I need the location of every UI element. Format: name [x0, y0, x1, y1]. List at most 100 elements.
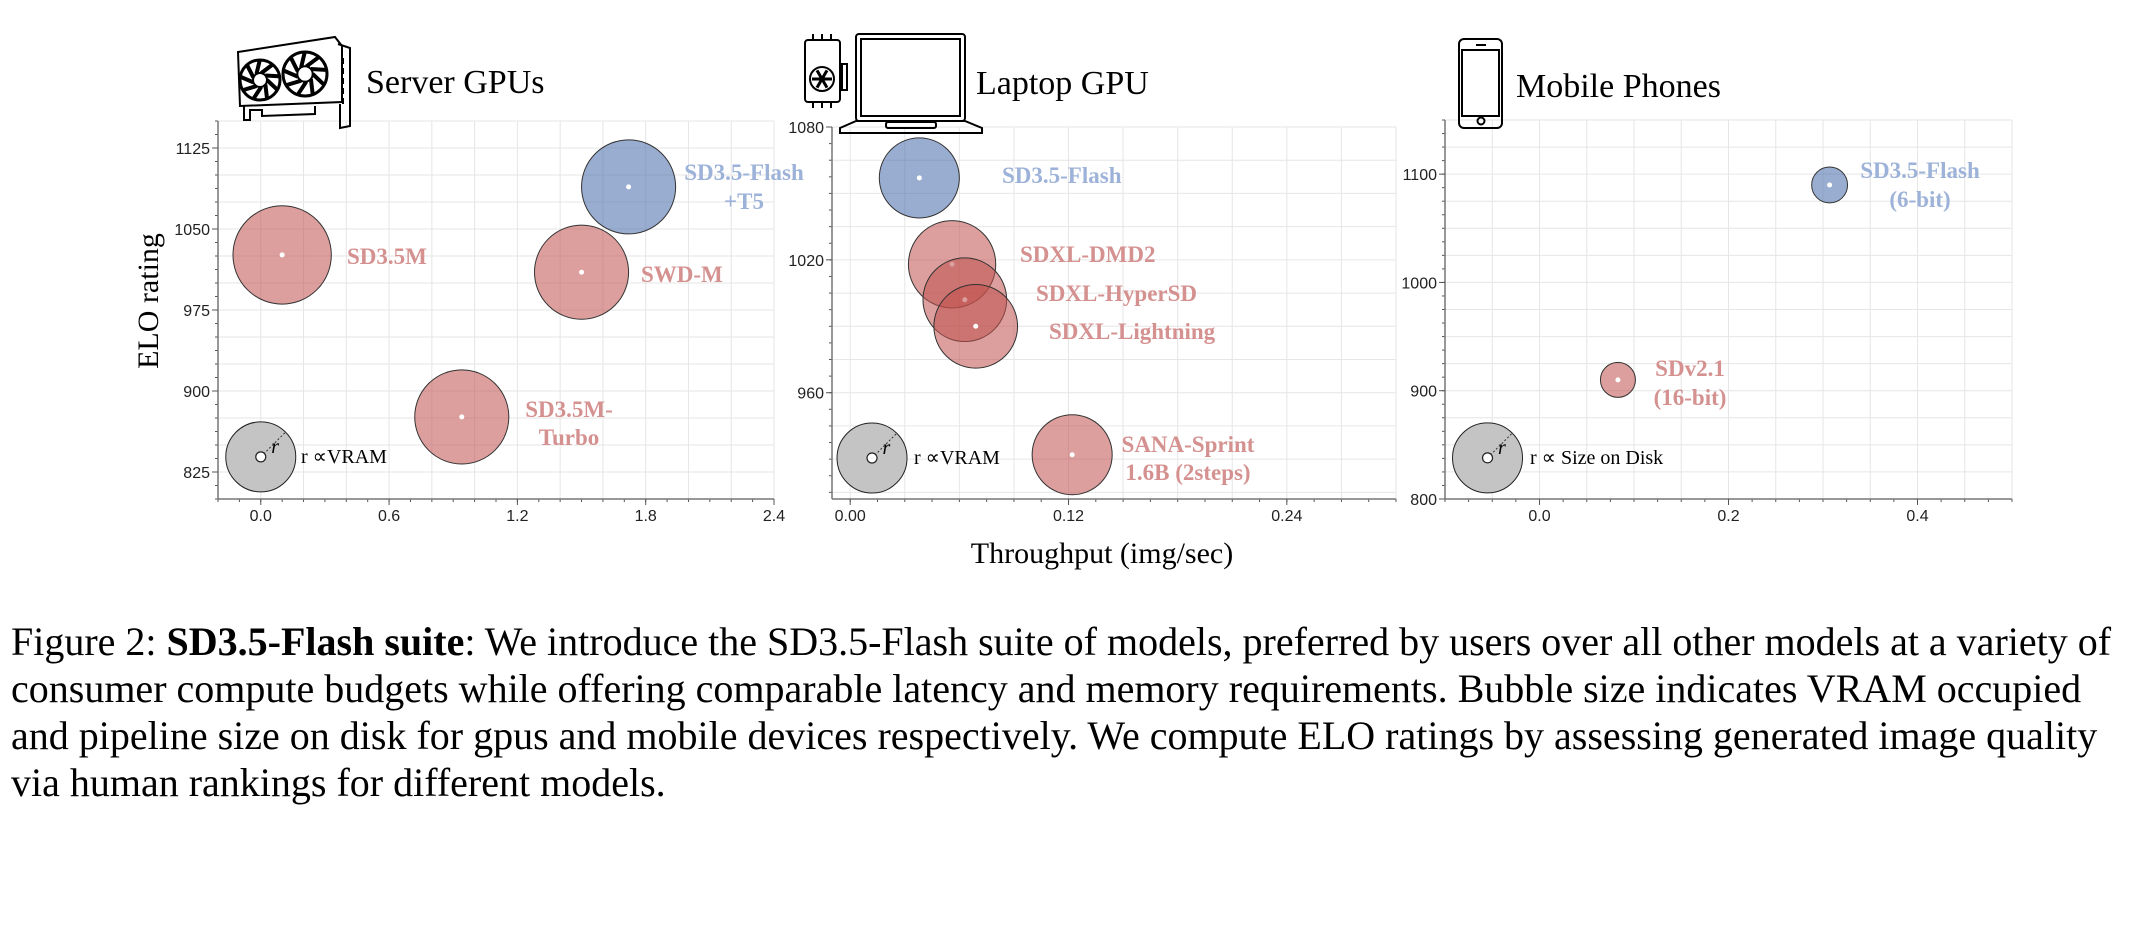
- bubble-label: SDXL-DMD2: [1020, 242, 1155, 267]
- legend-r-symbol: r: [1498, 437, 1506, 459]
- chip-fan-blade: [820, 69, 829, 80]
- bubble-label-line: SWD-M: [641, 262, 723, 287]
- y-tick-label: 900: [1410, 384, 1437, 401]
- bubble-label: SDv2.1 (16-bit): [1654, 356, 1727, 410]
- y-tick-label: 1020: [788, 253, 824, 270]
- gpu-fan-blade: [240, 75, 255, 85]
- gpu-fan-blade: [289, 57, 300, 73]
- legend-text: r ∝VRAM: [301, 446, 387, 468]
- phone-screen: [1461, 49, 1500, 117]
- legend-text: r ∝ Size on Disk: [1530, 447, 1663, 469]
- figure-caption: Figure 2: SD3.5-Flash suite: We introduc…: [11, 618, 2131, 806]
- laptop-gpu-icon: [804, 33, 983, 134]
- bubble-label: SWD-M: [641, 262, 723, 287]
- legend-r-symbol: r: [271, 436, 279, 458]
- gpu-fan: [281, 50, 329, 98]
- caption-bold: SD3.5-Flash suite: [166, 619, 465, 664]
- bubble-label: SD3.5-Flash +T5: [684, 160, 804, 214]
- panel-title: Server GPUs: [366, 64, 544, 101]
- bubble-center-dot: [1615, 377, 1621, 383]
- bubble-center-dot: [916, 175, 922, 181]
- x-axis-label: Throughput (img/sec): [971, 537, 1233, 570]
- x-tick-label: 1.8: [635, 508, 657, 525]
- bubble-label-line: 1.6B (2steps): [1125, 460, 1250, 485]
- panel-mobile-phones: 0.0 0.2 0.4 800 900 1000 1100 r r ∝ Size on Disk…: [1401, 68, 2013, 525]
- bubble-center-dot: [279, 252, 285, 258]
- bubble-label-line: SDXL-DMD2: [1020, 242, 1155, 267]
- bubble-label-line: (16-bit): [1654, 385, 1727, 410]
- x-tick-label: 0.4: [1906, 508, 1928, 525]
- bubble-label-line: (6-bit): [1889, 187, 1950, 212]
- x-tick-label: 0.0: [1528, 508, 1550, 525]
- bubble-center-dot: [1827, 182, 1833, 188]
- legend-center-dot: [866, 452, 878, 464]
- y-tick-label: 1125: [176, 141, 211, 158]
- caption-text: : We introduce the SD3.5-Flash suite of …: [11, 619, 2112, 805]
- bubble-center-dot: [579, 269, 585, 275]
- gpu-fan-blade: [254, 60, 262, 75]
- bubble-label-line: +T5: [724, 189, 764, 214]
- bubble-label-line: SD3.5M-: [525, 397, 613, 422]
- bubble-charts: 0.0 0.6 1.2 1.8 2.4 825 900 975 1050 1125 r r ∝VRAM…: [132, 33, 2013, 570]
- server-gpu-card-icon: [236, 35, 351, 130]
- legend-radius-line: [260, 432, 286, 458]
- gpu-fan-blade: [263, 84, 269, 98]
- gpu-fan-blade: [252, 85, 263, 100]
- y-tick-label: 900: [183, 384, 210, 401]
- size-legend: r r ∝ Size on Disk: [1452, 422, 1663, 494]
- legend-center-dot: [255, 451, 267, 463]
- x-tick-label: 0.00: [835, 508, 866, 525]
- phone-body: [1458, 38, 1503, 129]
- gpu-fan-blade: [296, 80, 309, 95]
- bubble-label-line: SD3.5-Flash: [1860, 158, 1980, 183]
- bubble-center-dot: [459, 414, 465, 420]
- phone-home-button: [1476, 116, 1486, 126]
- gpu-fan-blade: [243, 84, 258, 92]
- legend-radius-line: [871, 433, 897, 459]
- panel-title: Laptop GPU: [976, 65, 1149, 102]
- bubble-center-dot: [973, 323, 979, 329]
- y-tick-label: 1100: [1403, 167, 1438, 184]
- legend-center-dot: [1481, 452, 1494, 464]
- bubble-label: SDXL-Lightning: [1049, 319, 1216, 344]
- gpu-fan-blade: [245, 64, 256, 79]
- x-tick-label: 0.24: [1271, 508, 1302, 525]
- y-tick-label: 800: [1410, 492, 1437, 509]
- gpu-fan-blade: [305, 56, 320, 69]
- gpu-fan-blade: [265, 73, 279, 79]
- gpu-fan-blade: [283, 69, 299, 79]
- bubble-label: SD3.5-Flash: [1002, 163, 1122, 188]
- laptop-base: [839, 120, 983, 134]
- legend-radius-line: [1487, 432, 1513, 459]
- bubble-label-line: SD3.5-Flash: [1002, 163, 1122, 188]
- chip-body: [804, 39, 841, 103]
- laptop-trackpad: [885, 121, 937, 129]
- laptop-screen-outer: [855, 33, 966, 122]
- gpu-fan: [238, 58, 282, 102]
- x-tick-label: 0.2: [1717, 508, 1739, 525]
- x-tick-label: 0.0: [250, 508, 272, 525]
- panel-title: Mobile Phones: [1516, 68, 1721, 105]
- y-tick-label: 1080: [788, 120, 824, 137]
- legend-r-symbol: r: [883, 437, 891, 459]
- gpu-fan-blade: [286, 78, 302, 87]
- x-tick-label: 2.4: [763, 508, 785, 525]
- bubble-center-dot: [1069, 452, 1075, 458]
- bubble-label-line: SD3.5M: [347, 244, 427, 269]
- gpu-fan-blade: [260, 63, 274, 75]
- x-tick-label: 1.2: [506, 508, 528, 525]
- y-tick-label: 825: [183, 465, 210, 482]
- size-legend: r r ∝VRAM: [836, 422, 1000, 494]
- panel-server-gpus: 0.0 0.6 1.2 1.8 2.4 825 900 975 1050 1125 r r ∝VRAM…: [132, 64, 804, 525]
- y-tick-label: 1050: [174, 222, 210, 239]
- y-tick-label: 960: [797, 386, 824, 403]
- bubble-label: SD3.5-Flash (6-bit): [1860, 158, 1980, 212]
- gpu-fan-blade: [299, 52, 307, 68]
- gpu-fan-blade: [310, 67, 326, 72]
- caption-prefix: Figure 2:: [11, 619, 167, 664]
- bubble-label: SD3.5M: [347, 244, 427, 269]
- y-axis-label: ELO rating: [132, 233, 165, 369]
- bubble-label-line: Turbo: [539, 425, 600, 450]
- y-tick-label: 975: [183, 303, 210, 320]
